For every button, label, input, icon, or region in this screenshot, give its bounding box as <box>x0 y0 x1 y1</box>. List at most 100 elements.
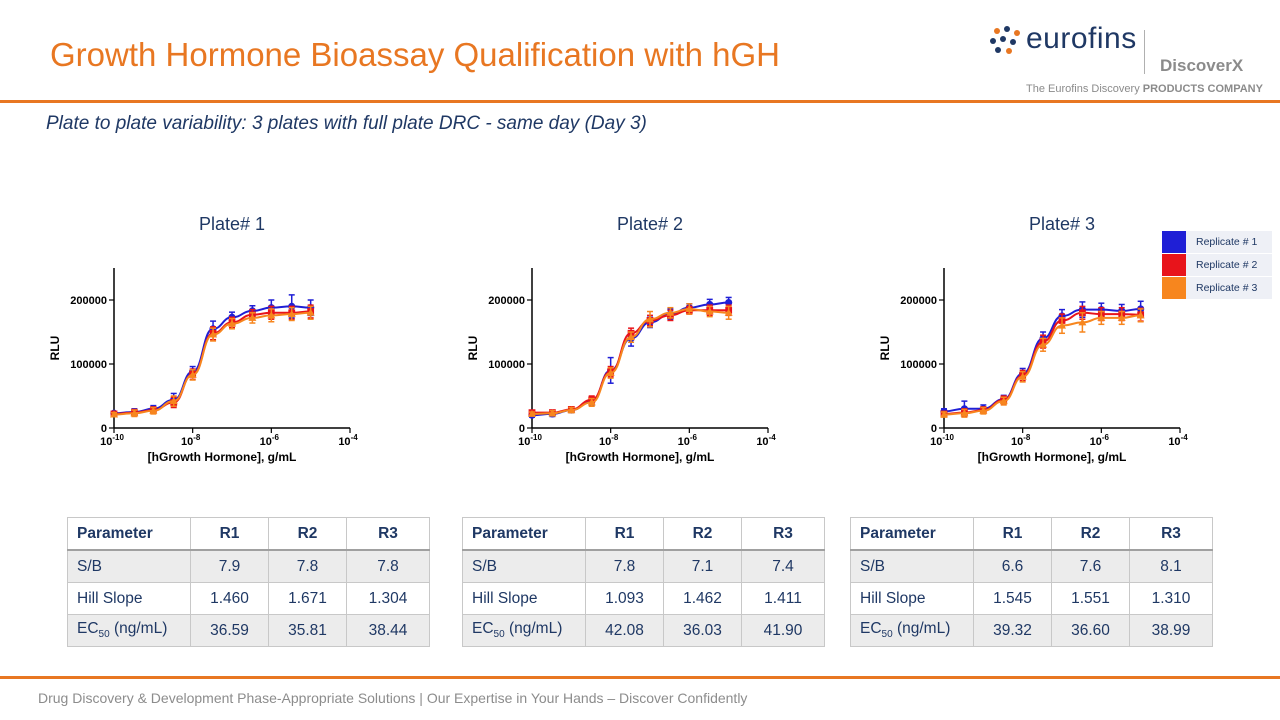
y-axis-label: RLU <box>48 336 62 361</box>
x-tick-label: 10-10 <box>518 433 542 448</box>
data-point <box>110 410 118 418</box>
param-sub: 50 <box>881 629 893 641</box>
data-point <box>685 304 694 312</box>
x-axis-label: [hGrowth Hormone], g/mL <box>148 450 297 464</box>
table-cell: 7.8 <box>268 549 347 583</box>
table-row: EC50 (ng/mL) 42.08 36.03 41.90 <box>462 614 825 647</box>
x-tick-label: 10-6 <box>678 433 698 448</box>
table-cell: 36.59 <box>190 614 269 647</box>
data-point <box>130 409 139 417</box>
legend-item-replicate-3: Replicate # 3 <box>1162 277 1272 299</box>
logo-dots-icon <box>990 26 1022 56</box>
data-point <box>979 406 988 414</box>
data-point <box>1097 313 1106 321</box>
table-cell: 35.81 <box>268 614 347 647</box>
table-cell: 1.460 <box>190 582 269 615</box>
table-cell: 7.4 <box>741 549 825 583</box>
series-curve-replicate-2 <box>943 311 1141 415</box>
x-tick-label: 10-6 <box>260 433 280 448</box>
data-point <box>646 315 654 323</box>
data-point <box>209 330 218 338</box>
legend-swatch-replicate-3 <box>1162 277 1186 299</box>
param-sub: 50 <box>98 629 110 641</box>
params-table-plate-3: Parameter R1 R2 R3 S/B 6.6 7.6 8.1 Hill … <box>850 517 1213 647</box>
table-header-cell: Parameter <box>850 517 974 551</box>
data-point <box>267 311 276 319</box>
table-cell: 1.462 <box>663 582 742 615</box>
table-row: Hill Slope 1.545 1.551 1.310 <box>850 582 1213 615</box>
chart-plate-1: Plate# 1 0 100000 200000 10-10 10-8 10-6 10-4 [h… <box>40 210 370 480</box>
series-curve-replicate-1 <box>943 307 1141 413</box>
table-header-cell: R1 <box>973 517 1052 551</box>
table-cell: 7.9 <box>190 549 269 583</box>
data-point <box>1078 318 1087 326</box>
legend-swatch-replicate-1 <box>1162 231 1186 253</box>
chart-plate-2: Plate# 2 0 100000 200000 10-10 10-8 10-6 10-4 [h… <box>458 210 788 480</box>
header-divider <box>0 100 1280 103</box>
data-point <box>1058 321 1066 329</box>
table-cell: 7.6 <box>1051 549 1130 583</box>
data-point <box>940 410 948 418</box>
x-axis-label: [hGrowth Hormone], g/mL <box>566 450 715 464</box>
footer-divider <box>0 676 1280 679</box>
data-point <box>627 333 636 341</box>
data-point <box>228 319 236 327</box>
table-cell: 7.1 <box>663 549 742 583</box>
table-cell: 38.44 <box>346 614 430 647</box>
table-row: Hill Slope 1.093 1.462 1.411 <box>462 582 825 615</box>
table-header-cell: R2 <box>268 517 347 551</box>
page-title: Growth Hormone Bioassay Qualification wi… <box>50 36 780 73</box>
table-header-cell: R2 <box>1051 517 1130 551</box>
table-cell: 7.8 <box>346 549 430 583</box>
legend-item-replicate-2: Replicate # 2 <box>1162 254 1272 276</box>
data-point <box>528 409 536 417</box>
table-cell: 42.08 <box>585 614 664 647</box>
x-axis-label: [hGrowth Hormone], g/mL <box>978 450 1127 464</box>
data-point <box>248 313 257 321</box>
legend-label-replicate-2: Replicate # 2 <box>1196 259 1258 271</box>
table-cell: 7.8 <box>585 549 664 583</box>
y-tick-label: 100000 <box>70 359 107 371</box>
table-header-cell: R3 <box>1129 517 1213 551</box>
data-point <box>169 397 178 405</box>
table-row: Hill Slope 1.460 1.671 1.304 <box>67 582 430 615</box>
data-point <box>725 298 733 307</box>
data-point <box>999 397 1008 405</box>
table-cell: 38.99 <box>1129 614 1213 647</box>
logo-name: eurofins <box>1026 22 1137 55</box>
series-curve-replicate-1 <box>531 301 729 417</box>
y-axis-label: RLU <box>878 336 892 361</box>
logo-tagline: The Eurofins Discovery PRODUCTS COMPANY <box>1026 83 1263 95</box>
data-point <box>188 370 197 378</box>
table-header-cell: Parameter <box>462 517 586 551</box>
y-tick-label: 200000 <box>488 295 525 307</box>
table-cell-param: S/B <box>67 549 191 583</box>
table-cell: 1.551 <box>1051 582 1130 615</box>
data-point <box>705 307 714 315</box>
param-main: EC <box>472 620 494 638</box>
table-cell-param: S/B <box>462 549 586 583</box>
y-axis-label: RLU <box>466 336 480 361</box>
chart-legend: Replicate # 1 Replicate # 2 Replicate # … <box>1162 231 1272 300</box>
y-tick-label: 100000 <box>900 359 937 371</box>
table-header-cell: R1 <box>190 517 269 551</box>
param-sub: 50 <box>493 629 505 641</box>
data-point <box>287 310 296 318</box>
footer-text: Drug Discovery & Development Phase-Appro… <box>38 690 748 706</box>
table-cell: 6.6 <box>973 549 1052 583</box>
table-cell-param: EC50 (ng/mL) <box>67 614 191 647</box>
table-header-row: Parameter R1 R2 R3 <box>462 517 825 551</box>
data-point <box>548 409 557 417</box>
logo-brand: DiscoverX <box>1160 56 1244 75</box>
legend-swatch-replicate-2 <box>1162 254 1186 276</box>
data-point <box>1117 313 1126 321</box>
chart-title: Plate# 2 <box>617 214 683 234</box>
series-curve-replicate-2 <box>532 309 729 414</box>
x-tick-label: 10-8 <box>599 433 619 448</box>
table-cell-param: Hill Slope <box>850 582 974 615</box>
legend-item-replicate-1: Replicate # 1 <box>1162 231 1272 253</box>
table-row: S/B 7.8 7.1 7.4 <box>462 549 825 583</box>
table-row: EC50 (ng/mL) 39.32 36.60 38.99 <box>850 614 1213 647</box>
legend-label-replicate-1: Replicate # 1 <box>1196 236 1258 248</box>
series-curve-replicate-3 <box>943 314 1141 416</box>
